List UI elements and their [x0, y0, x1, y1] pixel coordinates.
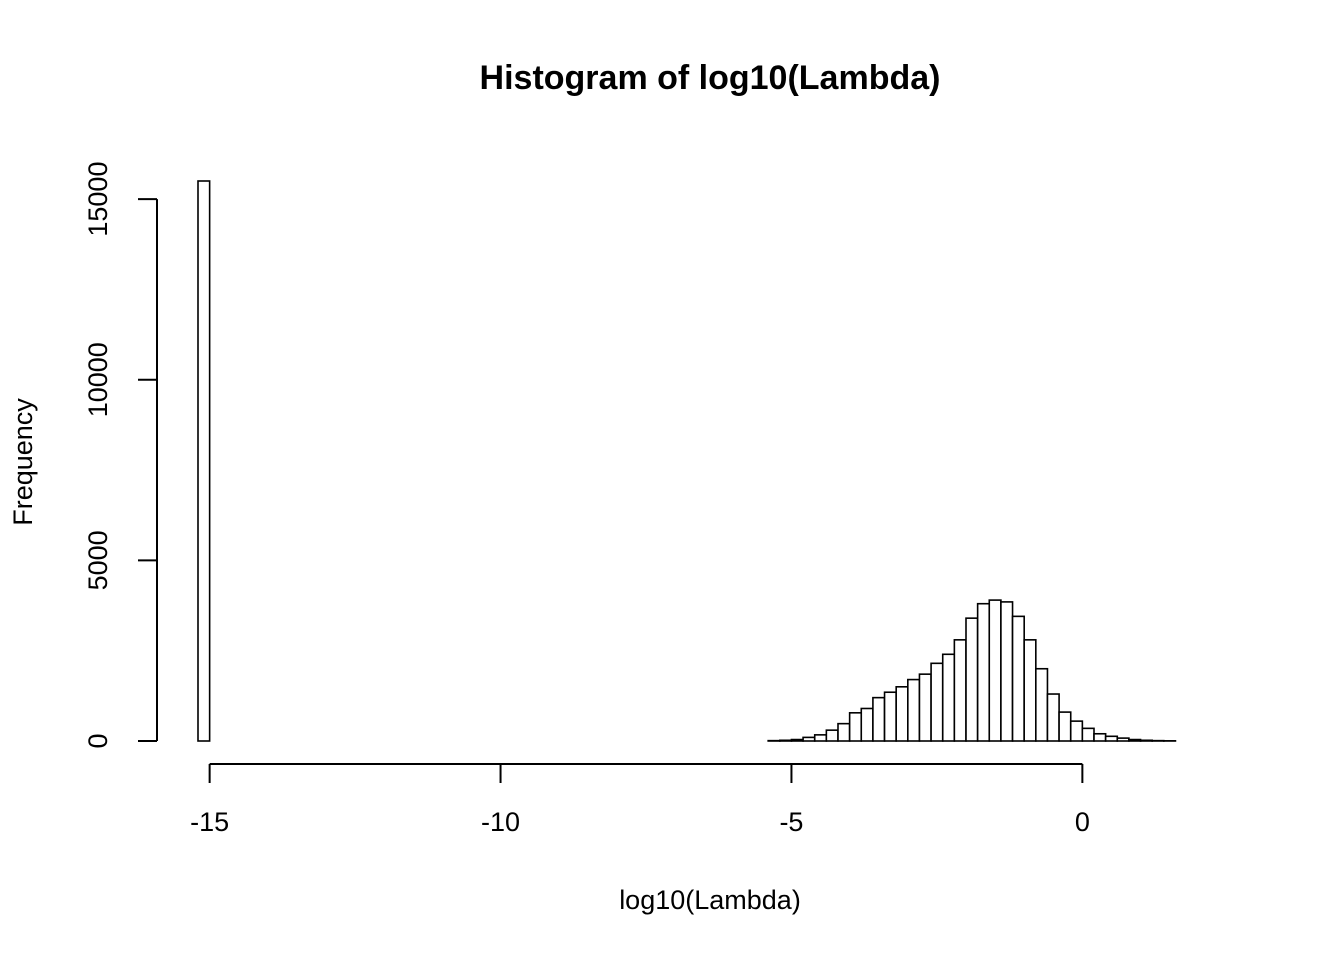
bar [907, 678, 921, 742]
bar [790, 738, 804, 742]
y-axis-label: Frequency [8, 398, 38, 526]
bar [988, 599, 1002, 742]
y-tick-label: 5000 [83, 530, 113, 590]
bar [848, 712, 863, 742]
bar [895, 686, 909, 742]
bar [1023, 639, 1037, 742]
bar [837, 722, 851, 742]
bar [1116, 737, 1130, 742]
bar [813, 734, 828, 742]
bar [976, 602, 991, 742]
x-tick-label: -15 [190, 807, 229, 837]
bar [918, 673, 932, 742]
y-tick-label: 15000 [83, 162, 113, 237]
bar [1011, 615, 1025, 742]
bar [883, 691, 897, 742]
bar [953, 639, 967, 742]
x-tick-label: 0 [1075, 807, 1090, 837]
y-tick-label: 10000 [83, 342, 113, 417]
x-tick-label: -10 [481, 807, 520, 837]
x-axis-label: log10(Lambda) [619, 885, 801, 915]
x-tick-label: -5 [779, 807, 803, 837]
bar [872, 696, 886, 742]
bar [941, 653, 956, 742]
bar [1093, 732, 1107, 742]
bar [779, 739, 793, 742]
bar [965, 617, 979, 742]
bar [930, 662, 944, 742]
bar [197, 180, 211, 742]
bar [1035, 667, 1049, 742]
bar [1046, 693, 1060, 742]
bar [860, 707, 874, 742]
chart-title: Histogram of log10(Lambda) [480, 59, 941, 97]
bar [825, 729, 839, 742]
bar [1104, 735, 1119, 742]
bar [1000, 601, 1014, 742]
bar [1081, 727, 1095, 742]
bar [1069, 720, 1084, 742]
y-tick-label: 0 [83, 733, 113, 748]
bar [1128, 738, 1142, 742]
bar [1139, 739, 1153, 742]
bar [802, 736, 816, 742]
bar [1058, 711, 1072, 742]
